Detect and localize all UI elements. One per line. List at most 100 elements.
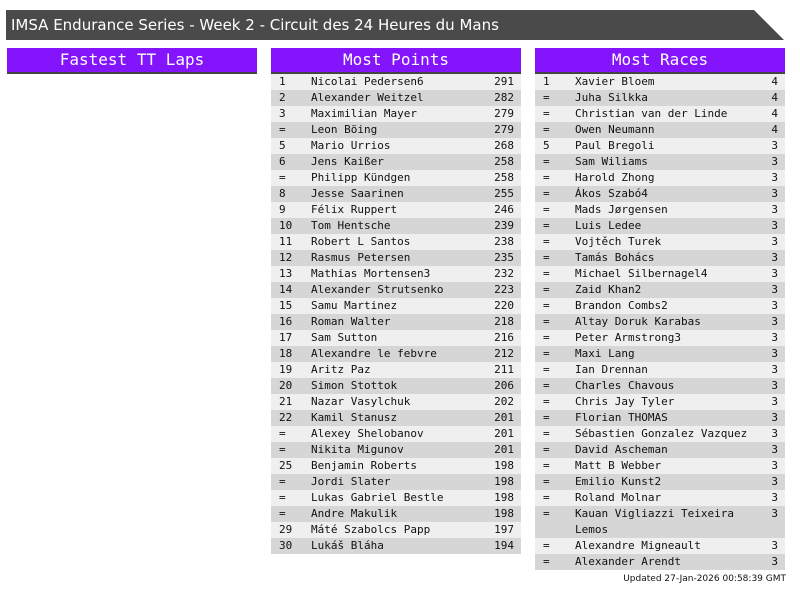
table-row: = Christian van der Linde 4 xyxy=(535,106,785,122)
rank-cell: 13 xyxy=(279,267,293,280)
table-row: = Alexey Shelobanov 201 xyxy=(271,426,521,442)
name-cell: Paul Bregoli xyxy=(575,139,655,152)
rank-cell: = xyxy=(543,155,550,168)
name-cell: Benjamin Roberts xyxy=(311,459,417,472)
name-cell: Mario Urrios xyxy=(311,139,391,152)
rank-cell: 10 xyxy=(279,219,293,232)
rank-cell: = xyxy=(279,491,286,504)
page-title: IMSA Endurance Series - Week 2 - Circuit… xyxy=(11,16,499,34)
table-row: 29 Máté Szabolcs Papp 197 xyxy=(271,522,521,538)
rank-cell: 14 xyxy=(279,283,293,296)
rank-cell: = xyxy=(279,443,286,456)
value-cell: 282 xyxy=(494,91,514,104)
title-bar: IMSA Endurance Series - Week 2 - Circuit… xyxy=(6,10,784,40)
rank-cell: = xyxy=(543,555,550,568)
name-cell: Peter Armstrong3 xyxy=(575,331,681,344)
table-row: 1 Nicolai Pedersen6 291 xyxy=(271,74,521,90)
panel-header: Most Races xyxy=(535,48,785,74)
value-cell: 3 xyxy=(771,219,778,232)
table-row: 22 Kamil Stanusz 201 xyxy=(271,410,521,426)
name-cell: Alexander Weitzel xyxy=(311,91,424,104)
most-races-panel: Most Races 1 Xavier Bloem 4 = Juha Silkka 4 = C… xyxy=(535,48,785,570)
value-cell: 3 xyxy=(771,299,778,312)
rank-cell: = xyxy=(279,123,286,136)
value-cell: 258 xyxy=(494,171,514,184)
name-cell: Mathias Mortensen3 xyxy=(311,267,431,280)
name-cell: Ákos Szabó4 xyxy=(575,187,648,200)
rank-cell: 25 xyxy=(279,459,293,472)
name-cell: Nazar Vasylchuk xyxy=(311,395,411,408)
name-cell: Chris Jay Tyler xyxy=(575,395,675,408)
table-row: = Nikita Migunov 201 xyxy=(271,442,521,458)
table-row: 20 Simon Stottok 206 xyxy=(271,378,521,394)
name-cell: Vojtěch Turek xyxy=(575,235,662,248)
rank-cell: = xyxy=(543,443,550,456)
table-row: = Ian Drennan 3 xyxy=(535,362,785,378)
name-cell: Alexandre Migneault xyxy=(575,539,701,552)
name-cell: Sébastien Gonzalez Vazquez xyxy=(575,427,748,440)
value-cell: 216 xyxy=(494,331,514,344)
table-row: 2 Alexander Weitzel 282 xyxy=(271,90,521,106)
name-cell: Jens Kaißer xyxy=(311,155,384,168)
most-points-panel: Most Points 1 Nicolai Pedersen6 291 2 Alexan… xyxy=(271,48,521,554)
value-cell: 4 xyxy=(771,123,778,136)
name-cell: Altay Doruk Karabas xyxy=(575,315,701,328)
panel-header: Most Points xyxy=(271,48,521,74)
fastest-tt-laps-panel: Fastest TT Laps xyxy=(7,48,257,74)
rank-cell: 22 xyxy=(279,411,293,424)
rank-cell: = xyxy=(279,507,286,520)
rank-cell: 6 xyxy=(279,155,286,168)
value-cell: 3 xyxy=(771,203,778,216)
table-row: = Florian THOMAS 3 xyxy=(535,410,785,426)
value-cell: 3 xyxy=(771,171,778,184)
table-row: = Emilio Kunst2 3 xyxy=(535,474,785,490)
value-cell: 4 xyxy=(771,75,778,88)
value-cell: 3 xyxy=(771,331,778,344)
value-cell: 197 xyxy=(494,523,514,536)
value-cell: 3 xyxy=(771,475,778,488)
rank-cell: = xyxy=(543,91,550,104)
table-row: = Charles Chavous 3 xyxy=(535,378,785,394)
name-cell: Tamás Bohács xyxy=(575,251,655,264)
rank-cell: = xyxy=(543,299,550,312)
table-row: 5 Paul Bregoli 3 xyxy=(535,138,785,154)
rank-cell: = xyxy=(543,219,550,232)
rank-cell: = xyxy=(543,283,550,296)
rank-cell: = xyxy=(543,235,550,248)
rank-cell: 2 xyxy=(279,91,286,104)
table-row: = Juha Silkka 4 xyxy=(535,90,785,106)
table-row: = Peter Armstrong3 3 xyxy=(535,330,785,346)
rank-cell: 20 xyxy=(279,379,293,392)
rank-cell: = xyxy=(543,203,550,216)
table-row: = Zaid Khan2 3 xyxy=(535,282,785,298)
name-cell: Roman Walter xyxy=(311,315,391,328)
table-row: 9 Félix Ruppert 246 xyxy=(271,202,521,218)
name-cell: Michael Silbernagel4 xyxy=(575,267,708,280)
table-row: = Sébastien Gonzalez Vazquez 3 xyxy=(535,426,785,442)
table-row: = Mads Jørgensen 3 xyxy=(535,202,785,218)
value-cell: 218 xyxy=(494,315,514,328)
name-cell: Florian THOMAS xyxy=(575,411,668,424)
table-row: 16 Roman Walter 218 xyxy=(271,314,521,330)
rank-cell: = xyxy=(543,251,550,264)
value-cell: 3 xyxy=(771,395,778,408)
rank-cell: = xyxy=(543,315,550,328)
rank-cell: = xyxy=(543,491,550,504)
value-cell: 239 xyxy=(494,219,514,232)
rank-cell: = xyxy=(543,363,550,376)
rank-cell: = xyxy=(543,411,550,424)
name-cell: Nikita Migunov xyxy=(311,443,404,456)
rank-cell: 9 xyxy=(279,203,286,216)
value-cell: 4 xyxy=(771,107,778,120)
value-cell: 235 xyxy=(494,251,514,264)
rank-cell: 8 xyxy=(279,187,286,200)
value-cell: 206 xyxy=(494,379,514,392)
table-row: = David Ascheman 3 xyxy=(535,442,785,458)
name-cell: Alexander Strutsenko xyxy=(311,283,444,296)
name-cell: Rasmus Petersen xyxy=(311,251,411,264)
name-cell: Xavier Bloem xyxy=(575,75,655,88)
name-cell: Robert L Santos xyxy=(311,235,411,248)
rank-cell: 5 xyxy=(543,139,550,152)
name-cell: Zaid Khan2 xyxy=(575,283,642,296)
name-cell: Leon Böing xyxy=(311,123,378,136)
